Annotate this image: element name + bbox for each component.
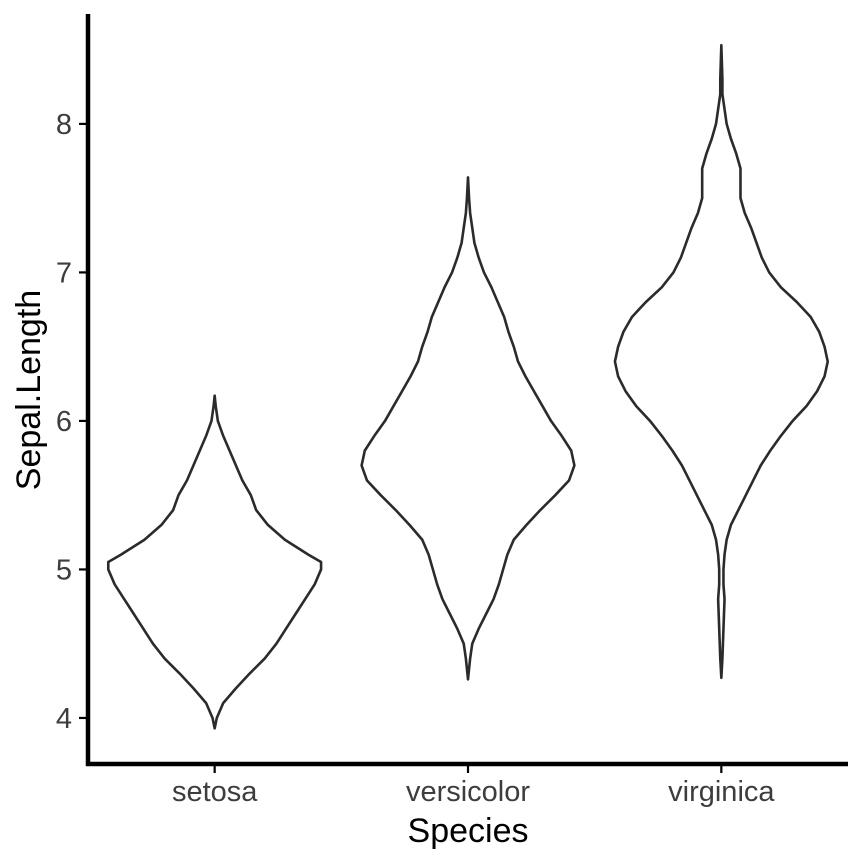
violin-setosa [106, 394, 323, 730]
x-tick-label-virginica: virginica [668, 776, 775, 808]
y-tick-label: 4 [56, 703, 72, 735]
y-tick-label: 8 [56, 109, 72, 141]
y-tick-label: 6 [56, 406, 72, 438]
y-axis-title: Sepal.Length [10, 290, 48, 490]
violin-versicolor [360, 176, 576, 681]
x-tick-label-setosa: setosa [172, 776, 258, 808]
x-tick-label-versicolor: versicolor [406, 776, 530, 808]
y-tick-label: 7 [56, 257, 72, 289]
y-tick-label: 5 [56, 554, 72, 586]
x-axis-title: Species [408, 812, 529, 850]
violins-layer [106, 43, 830, 730]
y-axis: 4 5 6 7 8 [56, 14, 91, 766]
violin-virginica [613, 43, 830, 680]
x-axis: setosa versicolor virginica [86, 761, 848, 808]
